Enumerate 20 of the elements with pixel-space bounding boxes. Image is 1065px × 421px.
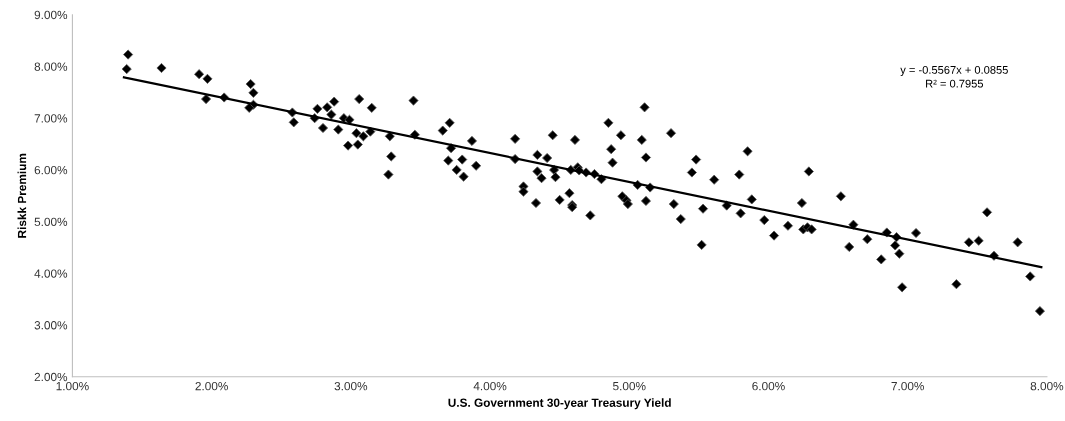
y-tick-label: 8.00% <box>34 62 68 71</box>
x-tick-label: 6.00% <box>752 381 785 391</box>
y-tick-label: 2.00% <box>34 372 68 382</box>
y-tick-label: 6.00% <box>34 165 68 175</box>
y-tick-label: 3.00% <box>34 321 68 330</box>
x-tick-label: 8.00% <box>1030 381 1064 391</box>
y-tick-label: 4.00% <box>34 269 68 278</box>
x-tick-label: 3.00% <box>334 381 368 391</box>
y-tick-label: 5.00% <box>34 217 68 227</box>
annotation: y = -0.5567x + 0.0855 <box>900 65 1008 77</box>
x-axis-title: U.S. Government 30-year Treasury Yield <box>448 398 671 410</box>
x-tick-label: 7.00% <box>891 381 924 391</box>
x-tick-label: 2.00% <box>195 381 228 391</box>
y-axis-title: Riskk Premium <box>17 153 27 238</box>
y-tick-label: 7.00% <box>34 114 68 123</box>
x-tick-label: 1.00% <box>56 381 89 391</box>
x-tick-label: 4.00% <box>473 381 507 391</box>
x-tick-label: 5.00% <box>613 381 646 391</box>
annotation: R² = 0.7955 <box>926 79 984 88</box>
y-tick-label: 9.00% <box>34 10 68 20</box>
